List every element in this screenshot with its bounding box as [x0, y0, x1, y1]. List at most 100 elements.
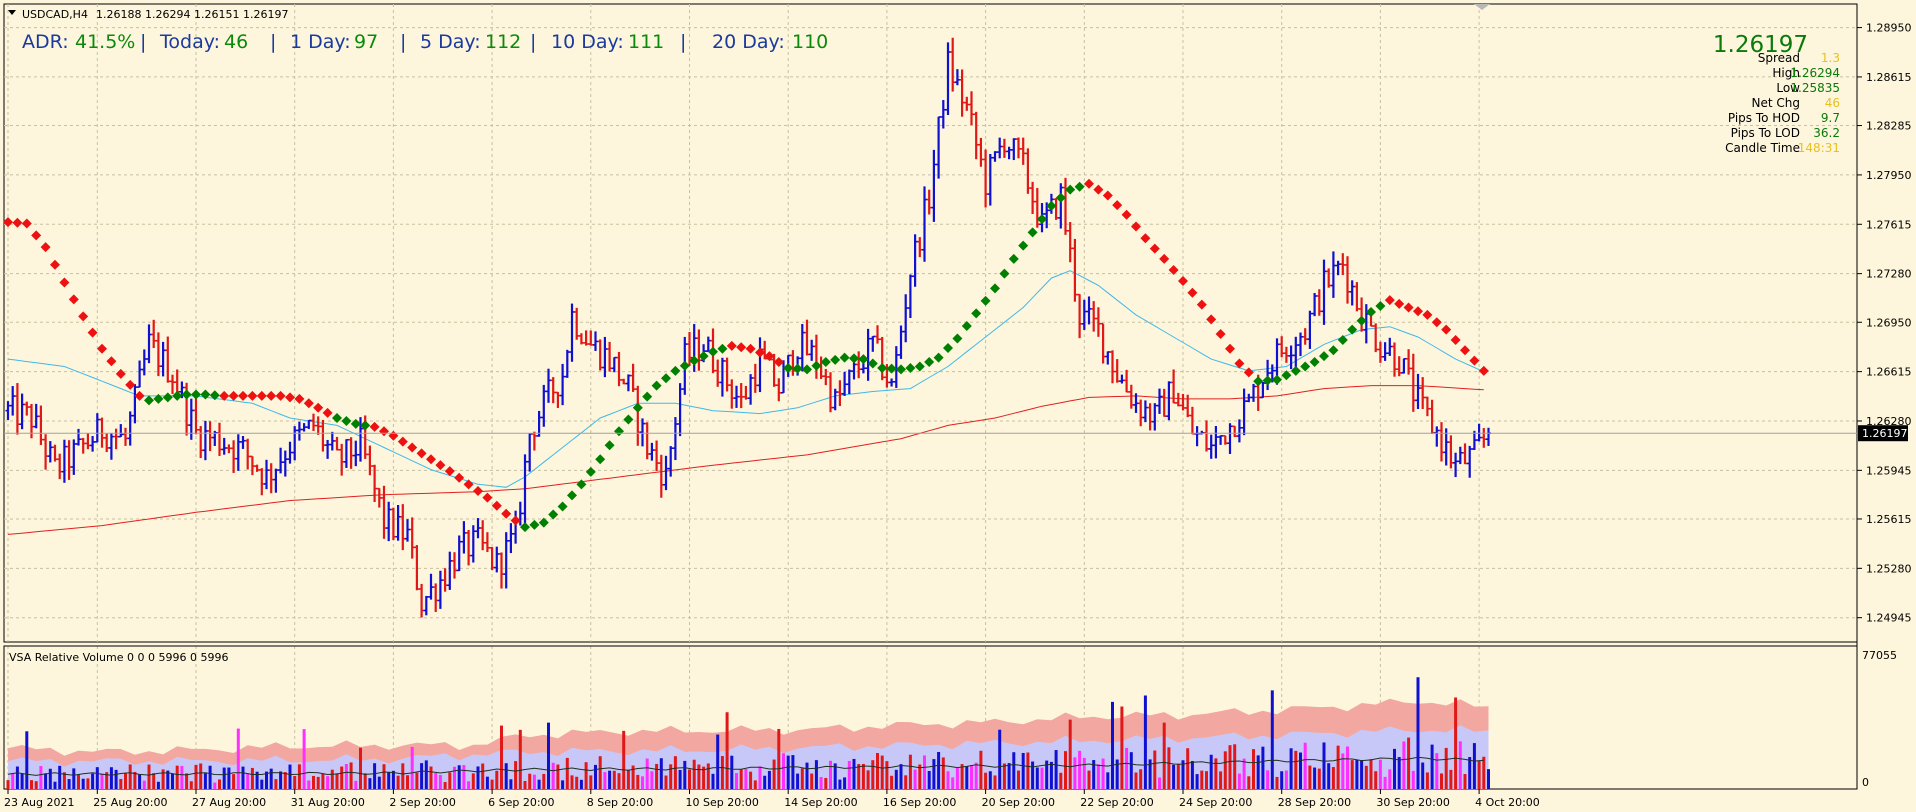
ohlc-bar-bull [522, 454, 528, 527]
trend-marker-up [623, 414, 634, 425]
ohlc-bar-bear [1185, 394, 1191, 418]
trend-marker-down [313, 402, 324, 413]
ohlc-bar-bull [1218, 435, 1224, 445]
ohlc-bar-bull [329, 431, 335, 451]
today-label: Today: [159, 31, 220, 53]
ohlc-bar-bear [1063, 177, 1068, 235]
ohlc-bar-bull [76, 428, 81, 446]
ohlc-bar-bull [1260, 381, 1266, 399]
ohlc-bar-bear [978, 137, 984, 167]
bid-price: 1.26197 [1713, 32, 1808, 58]
ohlc-bar-bull [912, 234, 918, 287]
ohlc-bar-bull [1321, 259, 1327, 325]
ohlc-bar-bear [226, 444, 232, 454]
ohlc-bar-bull [546, 368, 551, 403]
y-tick-label: 1.26280 [1866, 415, 1912, 428]
info-row-value: 1.25835 [1790, 81, 1840, 95]
trend-marker-down [78, 311, 89, 322]
ohlc-bar-bull [221, 437, 227, 455]
trend-marker-up [1027, 227, 1038, 238]
trend-marker-up [576, 479, 587, 490]
trend-marker-down [501, 508, 512, 519]
price-axis: 1.28950 1.28615 1.28285 1.27950 1.27615 1.272… [4, 22, 1912, 625]
ohlc-bar-bull [1387, 337, 1393, 356]
trend-marker-down [1084, 178, 1094, 189]
ohlc-bar-bull [1213, 426, 1219, 459]
trend-marker-down [1469, 355, 1480, 366]
trend-marker-up [830, 354, 841, 365]
ohlc-bar-bull [1246, 393, 1252, 403]
ohlc-bar-bull [1443, 428, 1449, 466]
y-tick-label: 1.28615 [1866, 71, 1912, 84]
ohlc-bar-bear [654, 440, 660, 471]
ohlc-bar-bear [1316, 289, 1322, 316]
ohlc-bar-bull [1330, 251, 1336, 298]
adr-separator: | [140, 31, 146, 53]
trend-marker-down [1478, 365, 1489, 376]
trend-marker-down [764, 351, 775, 362]
ohlc-bar-bear [489, 547, 495, 570]
ohlc-bar-bear [696, 329, 702, 371]
ohlc-bar-bear [1020, 137, 1026, 165]
ohlc-bar-bear [80, 437, 86, 454]
ohlc-bar-bear [1481, 428, 1487, 448]
trend-marker-down [1460, 345, 1470, 356]
x-tick-label: 6 Sep 20:00 [488, 796, 554, 808]
ohlc-bar-bear [630, 363, 636, 392]
trend-marker-up [172, 390, 183, 401]
ohlc-bar-bull [1251, 383, 1256, 402]
ohlc-bar-bear [1030, 181, 1036, 215]
x-tick-label: 14 Sep 20:00 [784, 796, 857, 808]
ohlc-bar-bull [127, 411, 133, 446]
scroll-marker-icon[interactable] [1474, 4, 1490, 10]
ohlc-bar-bear [1420, 377, 1426, 410]
trend-marker-up [191, 389, 201, 400]
ohlc-bar-bear [1180, 393, 1186, 411]
ohlc-bar-bull [395, 505, 401, 541]
ohlc-bar-bear [1359, 297, 1365, 332]
ohlc-bar-bear [983, 149, 989, 208]
trend-marker-down [1384, 295, 1395, 306]
info-row-value: 9.7 [1821, 111, 1840, 125]
ohlc-bar-bull [870, 335, 876, 352]
d1-separator: | [400, 31, 406, 53]
trend-marker-down [416, 448, 427, 459]
trend-marker-down [303, 398, 314, 409]
trend-marker-down [238, 390, 248, 401]
ohlc-bar-bear [311, 413, 316, 431]
ohlc-bar-bull [1142, 400, 1148, 423]
trend-marker-up [1375, 301, 1386, 312]
d10-separator: | [680, 31, 686, 53]
trend-marker-up [990, 283, 1000, 294]
trend-marker-down [1168, 264, 1179, 275]
ohlc-bar-bear [776, 378, 782, 402]
ohlc-bar-bull [940, 100, 946, 129]
ohlc-bar-bull [108, 433, 114, 460]
moving-averages [7, 270, 1485, 535]
trend-marker-up [595, 454, 606, 465]
ohlc-bar-bull [1227, 423, 1233, 454]
trend-marker-down [59, 277, 70, 288]
trend-marker-down [219, 390, 230, 401]
x-tick-label: 31 Aug 20:00 [291, 796, 365, 808]
y-tick-label: 1.24945 [1866, 612, 1912, 625]
trend-marker-down [1450, 334, 1461, 345]
trend-marker-down [1225, 343, 1235, 354]
ohlc-bar-bear [1175, 392, 1181, 407]
ohlc-bar-bull [564, 349, 570, 378]
d10-label: 10 Day: [551, 31, 624, 53]
d1-label: 1 Day: [290, 31, 351, 53]
trend-marker-down [745, 343, 756, 354]
trend-marker-down [379, 426, 389, 437]
ohlc-bar-bear [165, 336, 171, 383]
trend-marker-down [1206, 314, 1217, 325]
ohlc-bar-bull [663, 455, 669, 491]
ohlc-bar-bear [1326, 268, 1332, 288]
ohlc-bar-bear [578, 333, 584, 345]
chart-menu-triangle-icon[interactable] [8, 10, 16, 15]
ohlc-bar-bear [804, 319, 810, 356]
info-row-label: Net Chg [1752, 96, 1800, 110]
info-row-value: 1.26294 [1790, 66, 1840, 80]
